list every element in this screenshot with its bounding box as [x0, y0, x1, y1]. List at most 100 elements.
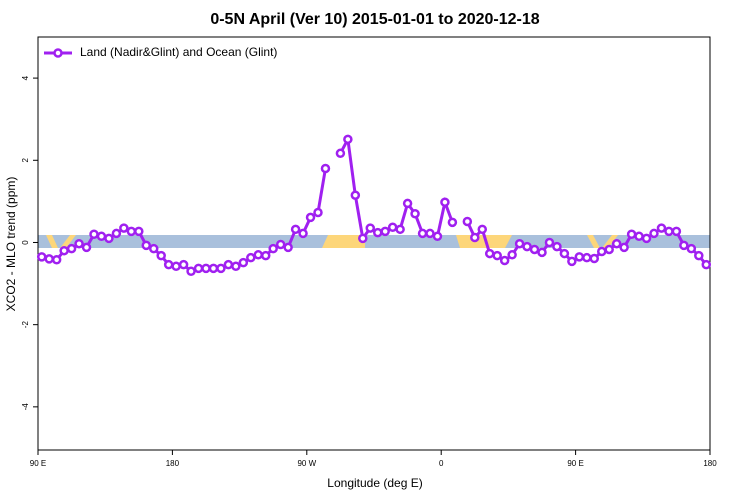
x-axis-label: Longitude (deg E)	[327, 476, 422, 490]
land-hatch	[46, 235, 58, 248]
data-point	[260, 250, 271, 261]
land-hatch	[60, 235, 76, 248]
plot-frame	[37, 36, 711, 451]
data-point	[694, 250, 704, 261]
data-point	[253, 250, 264, 260]
data-point	[51, 254, 62, 265]
data-point	[148, 243, 159, 254]
data-point	[417, 228, 428, 239]
data-point	[499, 255, 510, 266]
data-point	[358, 233, 368, 244]
y-tick-label: -2	[21, 321, 30, 329]
data-point	[589, 253, 600, 264]
data-point	[537, 247, 547, 258]
data-point	[283, 242, 293, 253]
data-point	[514, 238, 525, 249]
x-tick-label: 180	[703, 459, 717, 468]
data-point	[74, 238, 84, 249]
data-point	[44, 254, 54, 264]
y-tick-label: 2	[21, 158, 30, 163]
data-point	[484, 248, 495, 259]
data-point	[664, 226, 674, 237]
data-point	[402, 198, 413, 209]
data-point	[596, 246, 607, 257]
data-point	[119, 223, 129, 233]
data-point	[171, 261, 181, 272]
data-point	[111, 228, 122, 239]
data-point	[432, 231, 443, 242]
data-point	[350, 190, 361, 200]
data-point	[529, 244, 540, 255]
legend-label: Land (Nadir&Glint) and Ocean (Glint)	[80, 45, 277, 59]
data-point	[410, 208, 420, 219]
data-point	[89, 229, 99, 240]
data-point	[201, 263, 211, 274]
data-point	[126, 226, 137, 237]
data-point	[246, 252, 256, 263]
data-point	[66, 243, 77, 254]
data-point	[134, 226, 144, 237]
data-point	[178, 259, 189, 270]
y-axis-label: XCO2 - MLO trend (ppm)	[4, 177, 18, 312]
data-point	[141, 240, 152, 251]
data-point	[574, 252, 585, 262]
data-point	[507, 250, 517, 260]
data-point	[447, 217, 458, 228]
data-point	[290, 224, 301, 235]
data-point	[679, 240, 689, 251]
data-point	[656, 223, 667, 233]
land-ocean-band	[38, 235, 710, 248]
data-point	[343, 134, 353, 145]
data-point	[470, 232, 480, 243]
data-point	[634, 231, 644, 242]
data-point	[425, 228, 435, 239]
data-point	[320, 163, 331, 174]
data-point	[186, 266, 196, 276]
data-point	[611, 238, 622, 249]
x-tick-label: 0	[439, 459, 444, 468]
data-point	[163, 259, 174, 270]
data-point	[380, 226, 390, 237]
data-point	[238, 257, 249, 268]
data-point	[81, 242, 92, 253]
x-tick-label: 90 E	[567, 459, 583, 468]
data-point	[552, 241, 562, 252]
data-point	[522, 241, 532, 252]
data-point	[395, 224, 405, 235]
data-point	[559, 248, 570, 259]
data-point	[96, 231, 107, 242]
data-point	[216, 263, 226, 274]
data-point	[582, 252, 592, 263]
data-point	[671, 226, 682, 237]
data-point	[440, 197, 450, 207]
data-point	[104, 233, 114, 244]
data-point	[567, 256, 577, 267]
chart-title: 0-5N April (Ver 10) 2015-01-01 to 2020-1…	[210, 11, 539, 28]
data-point	[544, 237, 555, 248]
data-point	[626, 229, 637, 240]
data-point	[335, 148, 346, 159]
data-point	[701, 259, 712, 270]
land-hatch	[602, 235, 618, 248]
data-point	[492, 250, 502, 261]
y-tick-label: 0	[21, 240, 30, 245]
data-point	[619, 242, 629, 253]
data-point	[36, 252, 47, 262]
data-point	[275, 239, 286, 250]
data-point	[387, 222, 398, 233]
x-tick-label: 180	[166, 459, 180, 468]
data-point	[305, 212, 316, 223]
data-point	[268, 243, 278, 254]
data-point	[298, 228, 308, 239]
data-point	[365, 223, 376, 233]
data-point	[641, 233, 652, 244]
data-point	[313, 207, 323, 218]
data-point	[156, 250, 166, 261]
land-hatch	[587, 235, 600, 248]
legend-marker	[53, 48, 63, 58]
land-band	[322, 235, 365, 248]
x-tick-label: 90 E	[30, 459, 46, 468]
data-point	[231, 261, 241, 272]
data-point	[686, 243, 697, 254]
